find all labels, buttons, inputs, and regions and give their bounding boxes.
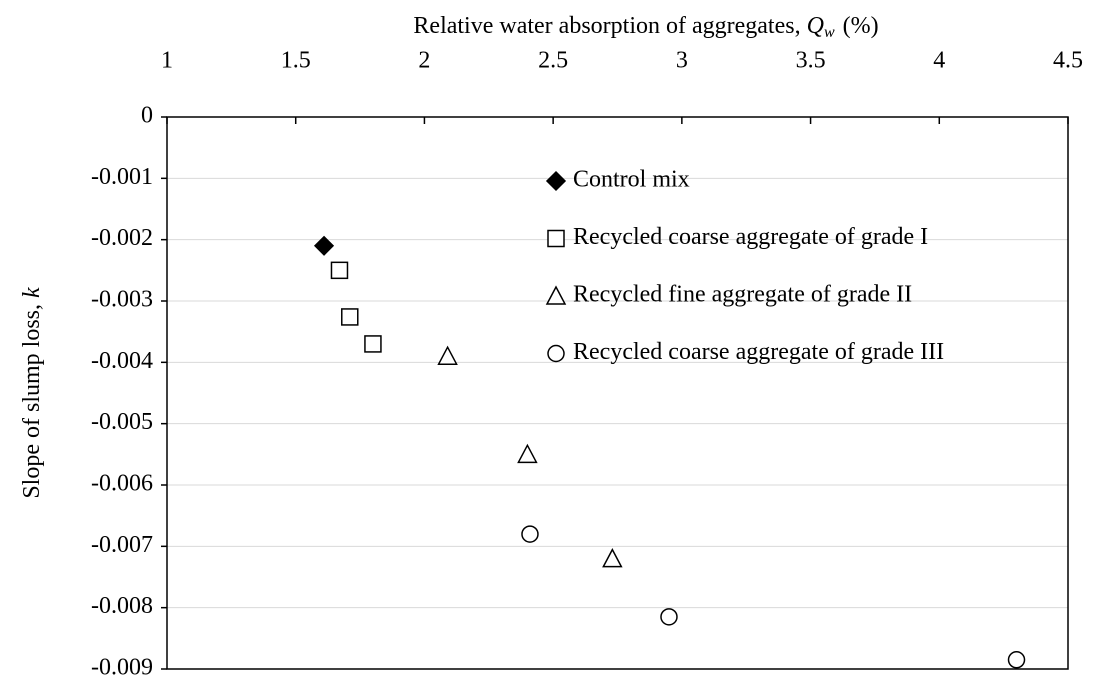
y-tick-label: -0.006 bbox=[91, 471, 153, 497]
x-label-subscript: w bbox=[824, 24, 835, 41]
x-tick-label: 1.5 bbox=[281, 48, 311, 74]
circle-marker bbox=[1007, 651, 1026, 669]
square-marker bbox=[547, 229, 565, 248]
diamond-marker bbox=[313, 235, 335, 256]
triangle-marker bbox=[517, 443, 538, 464]
x-tick-label: 4 bbox=[933, 48, 945, 74]
y-tick-label: -0.001 bbox=[91, 164, 153, 190]
y-axis-label: Slope of slump loss, k bbox=[19, 287, 45, 499]
triangle-marker bbox=[602, 547, 623, 568]
circle-marker bbox=[547, 344, 565, 363]
diamond-marker bbox=[545, 170, 567, 192]
x-tick-label: 3.5 bbox=[796, 48, 826, 74]
square-marker bbox=[364, 335, 382, 353]
y-tick-label: -0.005 bbox=[91, 409, 153, 435]
plot-frame bbox=[166, 116, 1069, 670]
triangle-marker bbox=[437, 345, 458, 365]
y-tick-label: -0.002 bbox=[91, 225, 153, 251]
y-label-symbol: k bbox=[19, 287, 45, 298]
square-marker bbox=[341, 308, 359, 326]
legend-label: Recycled coarse aggregate of grade I bbox=[573, 224, 928, 250]
triangle-marker bbox=[545, 285, 567, 305]
y-tick-label: -0.007 bbox=[91, 532, 153, 558]
legend-label: Recycled coarse aggregate of grade III bbox=[573, 339, 944, 365]
x-axis-label: Relative water absorption of aggregates,… bbox=[413, 13, 878, 41]
y-tick-label: -0.008 bbox=[91, 593, 153, 619]
x-tick-label: 1 bbox=[161, 48, 173, 74]
circle-marker bbox=[660, 608, 678, 626]
legend-label: Control mix bbox=[573, 167, 690, 193]
x-label-unit: (%) bbox=[843, 13, 879, 39]
x-tick-label: 4.5 bbox=[1053, 48, 1083, 74]
x-tick-label: 2 bbox=[418, 48, 430, 74]
legend-label: Recycled fine aggregate of grade II bbox=[573, 282, 912, 308]
circle-marker bbox=[521, 525, 539, 543]
y-tick-label: -0.003 bbox=[91, 287, 153, 313]
y-label-text: Slope of slump loss, bbox=[19, 304, 45, 499]
x-label-text: Relative water absorption of aggregates, bbox=[413, 13, 800, 39]
y-tick-label: 0 bbox=[141, 103, 153, 129]
x-tick-label: 3 bbox=[676, 48, 688, 74]
y-tick-label: -0.009 bbox=[91, 655, 153, 681]
x-tick-label: 2.5 bbox=[538, 48, 568, 74]
square-marker bbox=[330, 261, 349, 280]
y-tick-label: -0.004 bbox=[91, 348, 153, 374]
x-label-symbol: Q bbox=[807, 13, 824, 39]
